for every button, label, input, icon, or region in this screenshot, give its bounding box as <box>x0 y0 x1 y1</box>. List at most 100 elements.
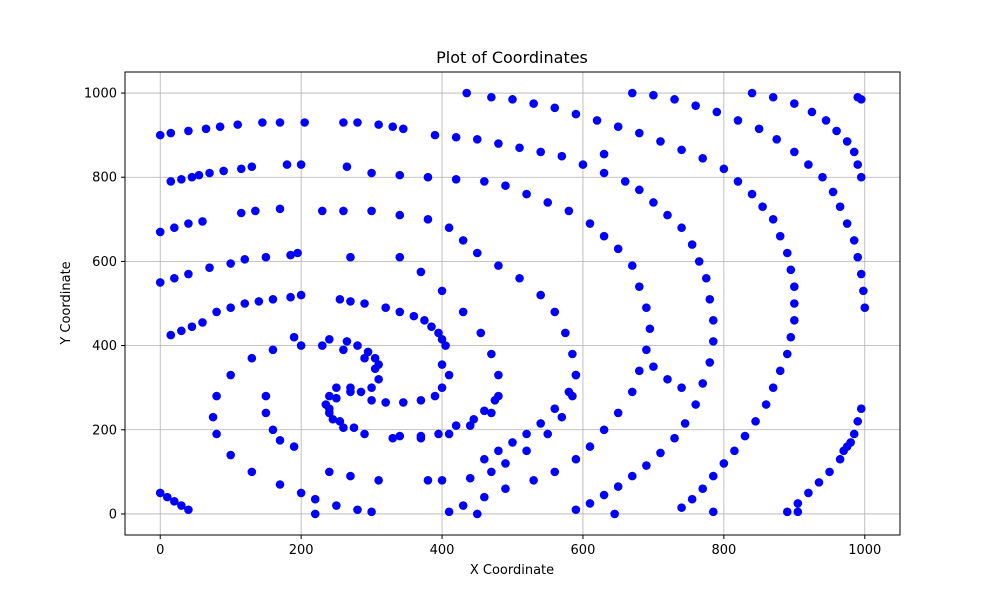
data-point <box>335 417 345 426</box>
chart-title: Plot of Coordinates <box>436 48 588 67</box>
data-point <box>472 248 482 258</box>
y-axis-ticks: 0 200 400 600 800 1000 <box>84 87 125 522</box>
data-point <box>360 299 369 308</box>
data-point <box>296 160 306 169</box>
data-point <box>339 206 348 216</box>
data-point <box>790 316 799 325</box>
data-point <box>469 414 479 424</box>
data-point <box>268 294 278 304</box>
data-point <box>325 408 334 418</box>
data-point <box>187 322 197 331</box>
data-point <box>226 303 235 313</box>
data-point <box>177 326 186 336</box>
data-point <box>719 164 729 174</box>
data-point <box>261 391 271 401</box>
data-point <box>677 383 686 392</box>
data-point <box>708 507 718 517</box>
x-tick-label: 800 <box>711 543 736 558</box>
data-point <box>627 88 637 98</box>
data-point <box>599 168 609 178</box>
data-point <box>374 475 383 485</box>
data-point <box>786 332 796 342</box>
data-point <box>310 494 320 504</box>
data-point <box>698 153 708 163</box>
data-point <box>677 145 686 155</box>
data-point <box>251 206 260 216</box>
data-point <box>515 273 524 283</box>
data-point <box>480 454 489 464</box>
data-point <box>293 248 302 258</box>
data-point <box>444 429 454 439</box>
data-point <box>275 118 285 127</box>
data-point <box>184 505 193 515</box>
data-point <box>705 294 715 304</box>
data-point <box>599 490 609 500</box>
data-point <box>233 120 243 129</box>
data-point <box>578 160 588 169</box>
data-point <box>708 316 718 325</box>
data-point <box>501 484 510 494</box>
data-point <box>346 471 355 481</box>
data-point <box>790 147 799 157</box>
data-point <box>680 419 690 428</box>
data-point <box>733 177 743 186</box>
data-point <box>663 374 672 384</box>
data-point <box>698 484 708 494</box>
data-point <box>564 206 574 216</box>
data-point <box>317 206 327 216</box>
x-axis-label: X Coordinate <box>470 563 554 578</box>
data-point <box>571 370 581 380</box>
data-point <box>360 353 369 363</box>
data-point <box>325 334 334 344</box>
data-point <box>480 492 489 502</box>
data-point <box>430 391 440 401</box>
data-point <box>786 265 796 275</box>
data-point <box>353 341 362 350</box>
data-point <box>613 408 623 418</box>
data-point <box>184 269 193 279</box>
data-point <box>339 118 348 127</box>
data-point <box>705 358 715 367</box>
data-point <box>275 204 285 214</box>
data-point <box>208 412 218 422</box>
data-point <box>398 398 408 407</box>
data-point <box>853 417 863 426</box>
data-point <box>571 505 581 515</box>
data-point <box>849 429 859 439</box>
data-point <box>790 299 799 308</box>
data-point <box>226 259 235 268</box>
data-point <box>367 206 376 216</box>
data-point <box>476 328 486 338</box>
data-point <box>430 130 440 140</box>
data-point <box>423 215 433 224</box>
data-point <box>804 160 813 169</box>
data-point <box>177 175 186 184</box>
data-point <box>480 177 489 186</box>
y-tick-label: 200 <box>92 423 117 438</box>
data-point <box>656 448 665 458</box>
data-point <box>166 330 176 340</box>
x-tick-label: 1000 <box>848 543 881 558</box>
data-point <box>162 492 172 502</box>
data-point <box>395 170 405 180</box>
data-point <box>550 467 560 477</box>
data-point <box>599 149 609 159</box>
data-point <box>423 172 433 182</box>
data-point <box>832 126 841 136</box>
data-point <box>557 412 567 422</box>
data-point <box>487 467 496 477</box>
data-point <box>663 210 672 220</box>
data-point <box>804 488 813 498</box>
data-point <box>782 507 792 517</box>
data-point <box>856 269 866 279</box>
y-tick-label: 400 <box>92 339 117 354</box>
data-point <box>437 334 447 344</box>
data-point <box>268 425 278 435</box>
data-point <box>856 404 866 414</box>
plot-frame <box>124 71 901 536</box>
data-point <box>258 118 267 127</box>
data-point <box>719 459 729 468</box>
x-tick-label: 400 <box>430 543 455 558</box>
data-point <box>261 408 271 418</box>
data-point <box>859 286 868 296</box>
